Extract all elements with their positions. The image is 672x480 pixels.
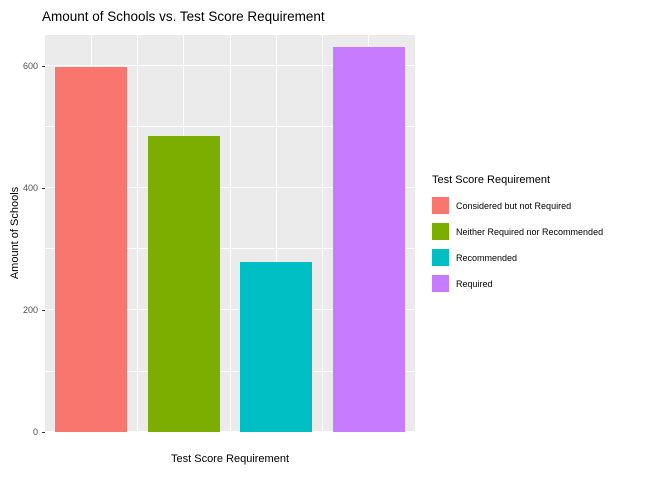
- major-gridline: [275, 35, 277, 432]
- y-tick-label: 400: [22, 182, 38, 193]
- x-axis-label: Test Score Requirement: [171, 453, 289, 465]
- legend-key-swatch: [432, 223, 449, 240]
- y-tick-mark: [42, 65, 45, 67]
- minor-gridline: [322, 35, 323, 432]
- legend: Test Score Requirement Considered but no…: [432, 174, 603, 301]
- y-tick-label: 200: [22, 304, 38, 315]
- bar: [55, 66, 128, 432]
- plot-panel: [45, 35, 415, 433]
- y-tick-mark: [42, 309, 45, 311]
- legend-key-swatch: [432, 275, 449, 292]
- bar: [332, 47, 405, 432]
- legend-title: Test Score Requirement: [432, 174, 550, 186]
- legend-item: Recommended: [432, 249, 603, 266]
- chart-title: Amount of Schools vs. Test Score Require…: [42, 9, 325, 24]
- y-axis-label: Amount of Schools: [9, 186, 21, 280]
- legend-items: Considered but not Required Neither Requi…: [432, 197, 603, 292]
- minor-gridline: [137, 35, 138, 432]
- legend-item: Considered but not Required: [432, 197, 603, 214]
- legend-key-swatch: [432, 249, 449, 266]
- bar: [147, 135, 220, 432]
- legend-item-label: Recommended: [456, 252, 518, 263]
- legend-key-swatch: [432, 197, 449, 214]
- bar: [240, 262, 313, 432]
- legend-item-label: Required: [456, 278, 493, 289]
- y-tick-label: 0: [32, 427, 38, 437]
- minor-gridline: [229, 35, 231, 432]
- legend-item: Neither Required nor Recommended: [432, 223, 603, 240]
- legend-item-label: Considered but not Required: [456, 200, 572, 211]
- legend-item: Required: [432, 275, 603, 292]
- y-tick-mark: [42, 187, 45, 189]
- y-tick-mark: [42, 432, 45, 433]
- y-tick-label: 600: [22, 60, 38, 71]
- legend-item-label: Neither Required nor Recommended: [456, 226, 604, 237]
